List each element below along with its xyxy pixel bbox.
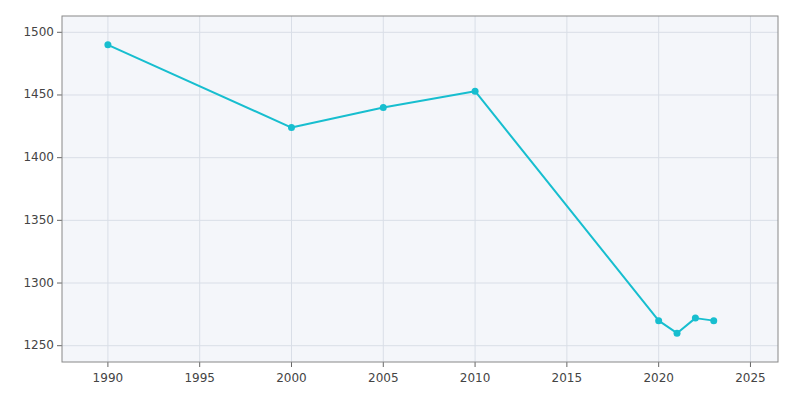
grid [62, 16, 778, 362]
tick-mark-y [57, 94, 62, 95]
tick-label-x: 2015 [552, 371, 583, 385]
tick-mark-x [291, 362, 292, 367]
tick-mark-y [57, 32, 62, 33]
axes: 1250 1300 1350 1400 1450 1500 1990 1995 2000 2005… [23, 25, 765, 385]
grid-line-y [62, 220, 778, 221]
tick-label-x: 1995 [184, 371, 215, 385]
grid-line-x [750, 16, 751, 362]
tick-label-y: 1450 [23, 87, 54, 101]
tick-mark-x [383, 362, 384, 367]
tick-label-y: 1250 [23, 338, 54, 352]
tick-mark-x [658, 362, 659, 367]
tick-label-x: 1990 [93, 371, 124, 385]
grid-line-y [62, 345, 778, 346]
tick-mark-y [57, 345, 62, 346]
point [655, 317, 662, 324]
tick-label-y: 1400 [23, 150, 54, 164]
tick-mark-y [57, 157, 62, 158]
point [710, 317, 717, 324]
grid-line-y [62, 32, 778, 33]
tick-label-y: 1500 [23, 25, 54, 39]
tick-mark-x [107, 362, 108, 367]
grid-line-y [62, 94, 778, 95]
tick-mark-x [566, 362, 567, 367]
chart: 1250 1300 1350 1400 1450 1500 1990 1995 2000 2005… [0, 0, 800, 400]
grid-line-x [383, 16, 384, 362]
grid-line-y [62, 157, 778, 158]
grid-line-x [107, 16, 108, 362]
tick-label-x: 2010 [460, 371, 491, 385]
tick-mark-x [750, 362, 751, 367]
tick-label-x: 2000 [276, 371, 307, 385]
point [674, 330, 681, 337]
grid-line-x [658, 16, 659, 362]
point [380, 104, 387, 111]
line [108, 45, 714, 333]
tick-label-y: 1350 [23, 213, 54, 227]
tick-mark-x [475, 362, 476, 367]
plot-frame [62, 16, 778, 362]
grid-line-x [475, 16, 476, 362]
grid-line-x [566, 16, 567, 362]
grid-line-x [199, 16, 200, 362]
tick-label-y: 1300 [23, 276, 54, 290]
point [692, 315, 699, 322]
tick-mark-y [57, 220, 62, 221]
tick-mark-x [199, 362, 200, 367]
tick-label-x: 2020 [643, 371, 674, 385]
grid-line-x [291, 16, 292, 362]
tick-label-x: 2005 [368, 371, 399, 385]
point [104, 41, 111, 48]
tick-label-x: 2025 [735, 371, 766, 385]
point [288, 124, 295, 131]
point [472, 88, 479, 95]
tick-mark-y [57, 283, 62, 284]
grid-line-y [62, 283, 778, 284]
plot-area [62, 16, 778, 362]
series [104, 41, 717, 336]
